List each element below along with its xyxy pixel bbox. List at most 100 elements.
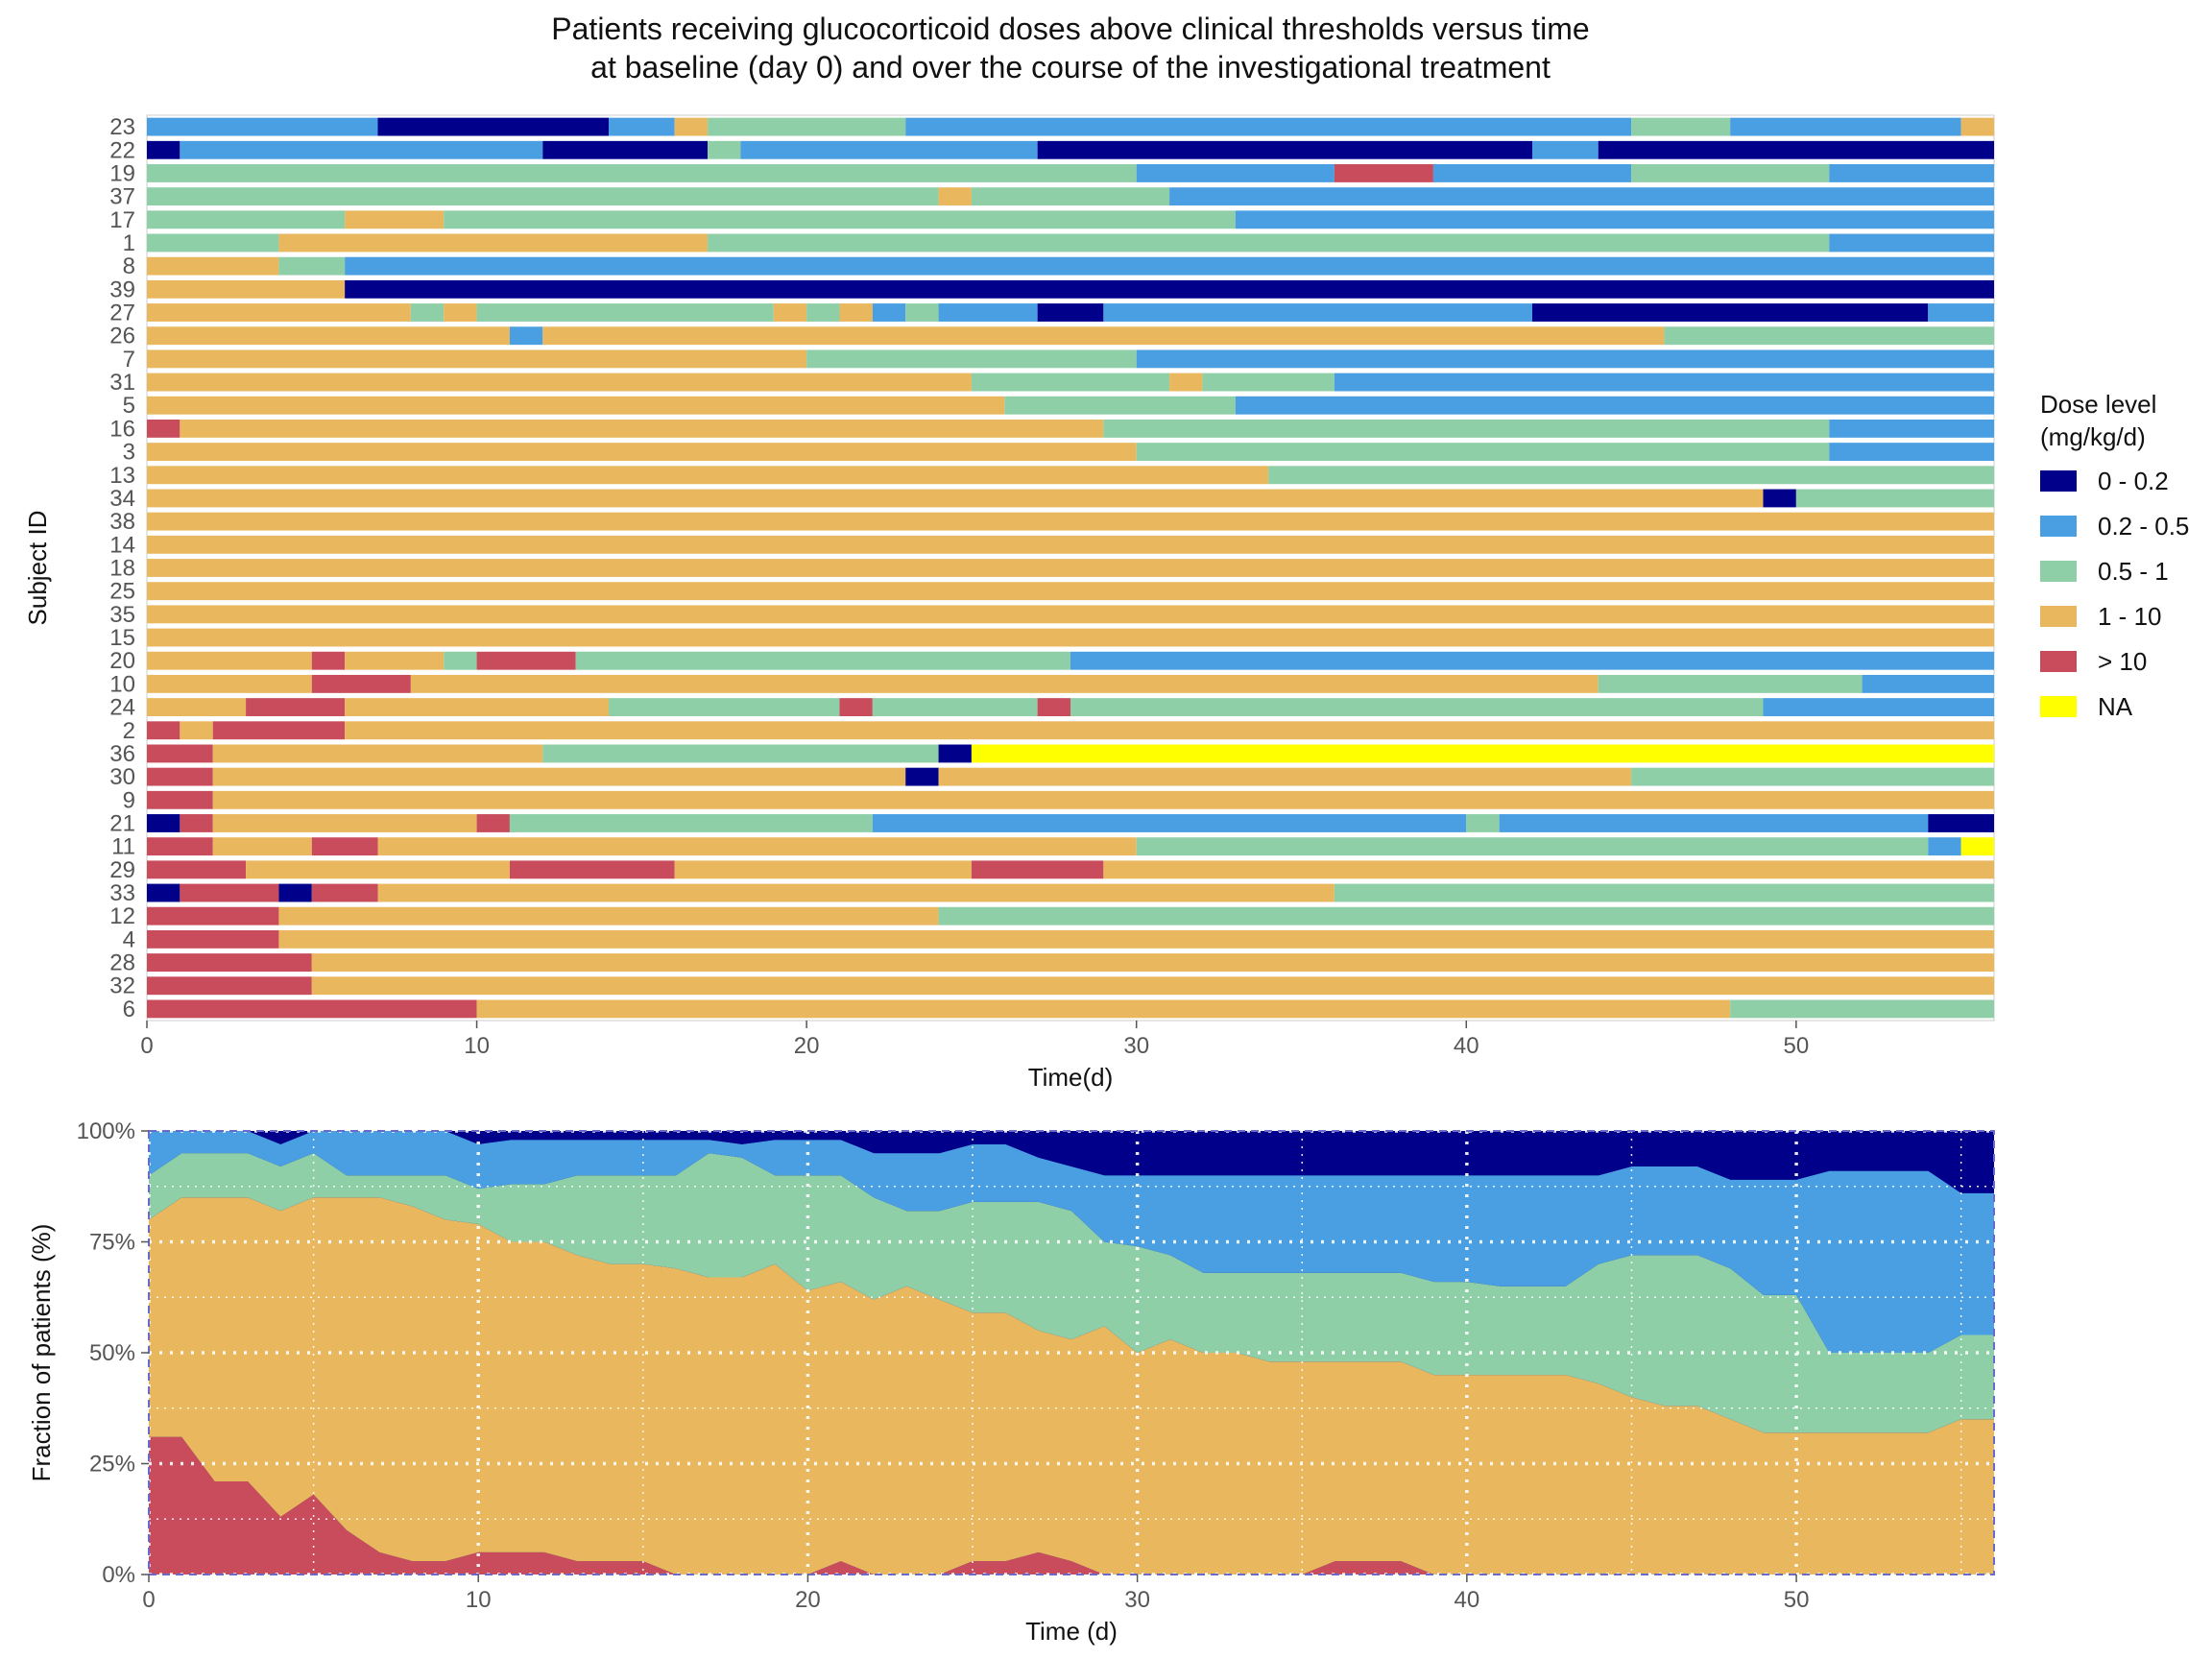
dose-segment: [180, 814, 213, 832]
dose-segment: [1862, 674, 1994, 693]
area-series-l4: [149, 1436, 1994, 1575]
dose-segment: [1532, 303, 1929, 322]
dose-segment: [1169, 373, 1203, 392]
subject-row: [147, 837, 1994, 856]
dose-segment: [410, 674, 1599, 693]
dose-segment: [147, 860, 247, 879]
dose-segment: [476, 303, 774, 322]
legend-label: 0.2 - 0.5: [2098, 512, 2189, 541]
dose-segment: [674, 860, 972, 879]
subject-id-label: 6: [123, 997, 135, 1022]
subject-id-label: 24: [109, 695, 135, 721]
chart-title: Patients receiving glucocorticoid doses …: [0, 10, 2141, 86]
subject-row: [147, 744, 1994, 763]
legend-label: > 10: [2098, 647, 2147, 676]
subject-id-label: 10: [109, 671, 135, 697]
dose-segment: [872, 698, 1038, 717]
dose-segment: [377, 837, 1137, 856]
dose-segment: [212, 814, 477, 832]
legend-swatch: [2040, 651, 2077, 672]
dose-segment: [1070, 698, 1764, 717]
dose-segment: [971, 373, 1170, 392]
subject-id-label: 31: [109, 370, 135, 396]
dose-segment: [1795, 489, 1994, 508]
subject-row: [147, 953, 1995, 972]
dose-segment: [1037, 698, 1070, 717]
subject-row: [147, 860, 1994, 879]
area-panel: [147, 1129, 1995, 1576]
subject-id-label: 22: [109, 137, 135, 163]
subject-row: [147, 419, 1994, 438]
legend-label: 1 - 10: [2098, 602, 2162, 631]
subject-row: [147, 233, 1994, 252]
x-tick-label: 50: [1784, 1033, 1810, 1059]
x-tick-label: 20: [795, 1587, 821, 1613]
x-tick-label: 50: [1784, 1587, 1810, 1613]
dose-segment: [476, 814, 510, 832]
subject-id-label: 7: [123, 347, 135, 373]
dose-segment: [147, 651, 312, 670]
dose-segment: [278, 233, 709, 252]
dose-segment: [609, 698, 840, 717]
subject-row: [147, 512, 1994, 531]
legend-item: 0 - 0.2: [2040, 467, 2169, 495]
legend-item: 0.5 - 1: [2040, 557, 2169, 586]
dose-segment: [147, 210, 346, 229]
subject-id-label: 28: [109, 950, 135, 976]
subject-id-label: 29: [109, 857, 135, 883]
subject-row: [147, 164, 1994, 182]
dose-segment: [311, 651, 346, 670]
dose-segment: [1928, 837, 1961, 856]
dose-segment: [1334, 883, 1994, 902]
dose-segment: [1631, 767, 1994, 786]
timeline-y-axis-title: Subject ID: [23, 511, 52, 626]
dose-segment: [1103, 860, 1994, 879]
dose-segment: [509, 814, 873, 832]
dose-segment: [180, 883, 279, 902]
subject-row: [147, 698, 1994, 717]
dose-segment: [147, 999, 477, 1019]
dose-segment: [180, 721, 213, 740]
subject-id-label: 26: [109, 324, 135, 349]
dose-segment: [509, 326, 543, 346]
dose-segment: [345, 210, 445, 229]
dose-segment: [147, 326, 510, 346]
dose-segment: [740, 140, 1038, 159]
dose-segment: [1136, 837, 1929, 856]
area-y-axis-title: Fraction of patients (%): [27, 1224, 56, 1482]
dose-segment: [773, 303, 807, 322]
y-tick-label: 25%: [89, 1452, 135, 1478]
subject-id-label: 11: [111, 834, 135, 860]
dose-segment: [1432, 164, 1632, 182]
area-series-l0: [149, 1131, 1994, 1193]
dose-segment: [311, 953, 1995, 972]
subject-row: [147, 396, 1994, 415]
legend-item: 1 - 10: [2040, 602, 2162, 631]
chart-title-line1: Patients receiving glucocorticoid doses …: [551, 12, 1590, 46]
dose-segment: [905, 303, 939, 322]
area-x-axis-title: Time (d): [1025, 1617, 1118, 1646]
subject-row: [147, 279, 1995, 299]
dose-segment: [674, 117, 709, 136]
x-tick-label: 0: [142, 1587, 155, 1613]
legend-subtitle: (mg/kg/d): [2040, 422, 2146, 451]
dose-segment: [212, 837, 312, 856]
dose-segment: [147, 929, 279, 949]
dose-segment: [1829, 164, 1994, 182]
dose-segment: [212, 721, 346, 740]
subject-row: [147, 976, 1995, 996]
dose-segment: [1928, 814, 1994, 832]
timeline-panel: [146, 114, 1995, 1022]
subject-id-label: 5: [123, 393, 135, 419]
x-tick-label: 40: [1455, 1587, 1480, 1613]
area-axes: 0% 25% 50% 75% 100% 0 10 20 30 40 50 Time (d) Fracti…: [27, 1118, 1809, 1646]
dose-segment: [278, 256, 346, 276]
subject-row: [147, 559, 1994, 577]
dose-segment: [345, 721, 1995, 740]
dose-segment: [1235, 396, 1994, 415]
legend-title: Dose level: [2040, 390, 2156, 419]
dose-segment: [147, 373, 972, 392]
dose-segment: [147, 256, 279, 276]
x-tick-label: 10: [466, 1587, 492, 1613]
